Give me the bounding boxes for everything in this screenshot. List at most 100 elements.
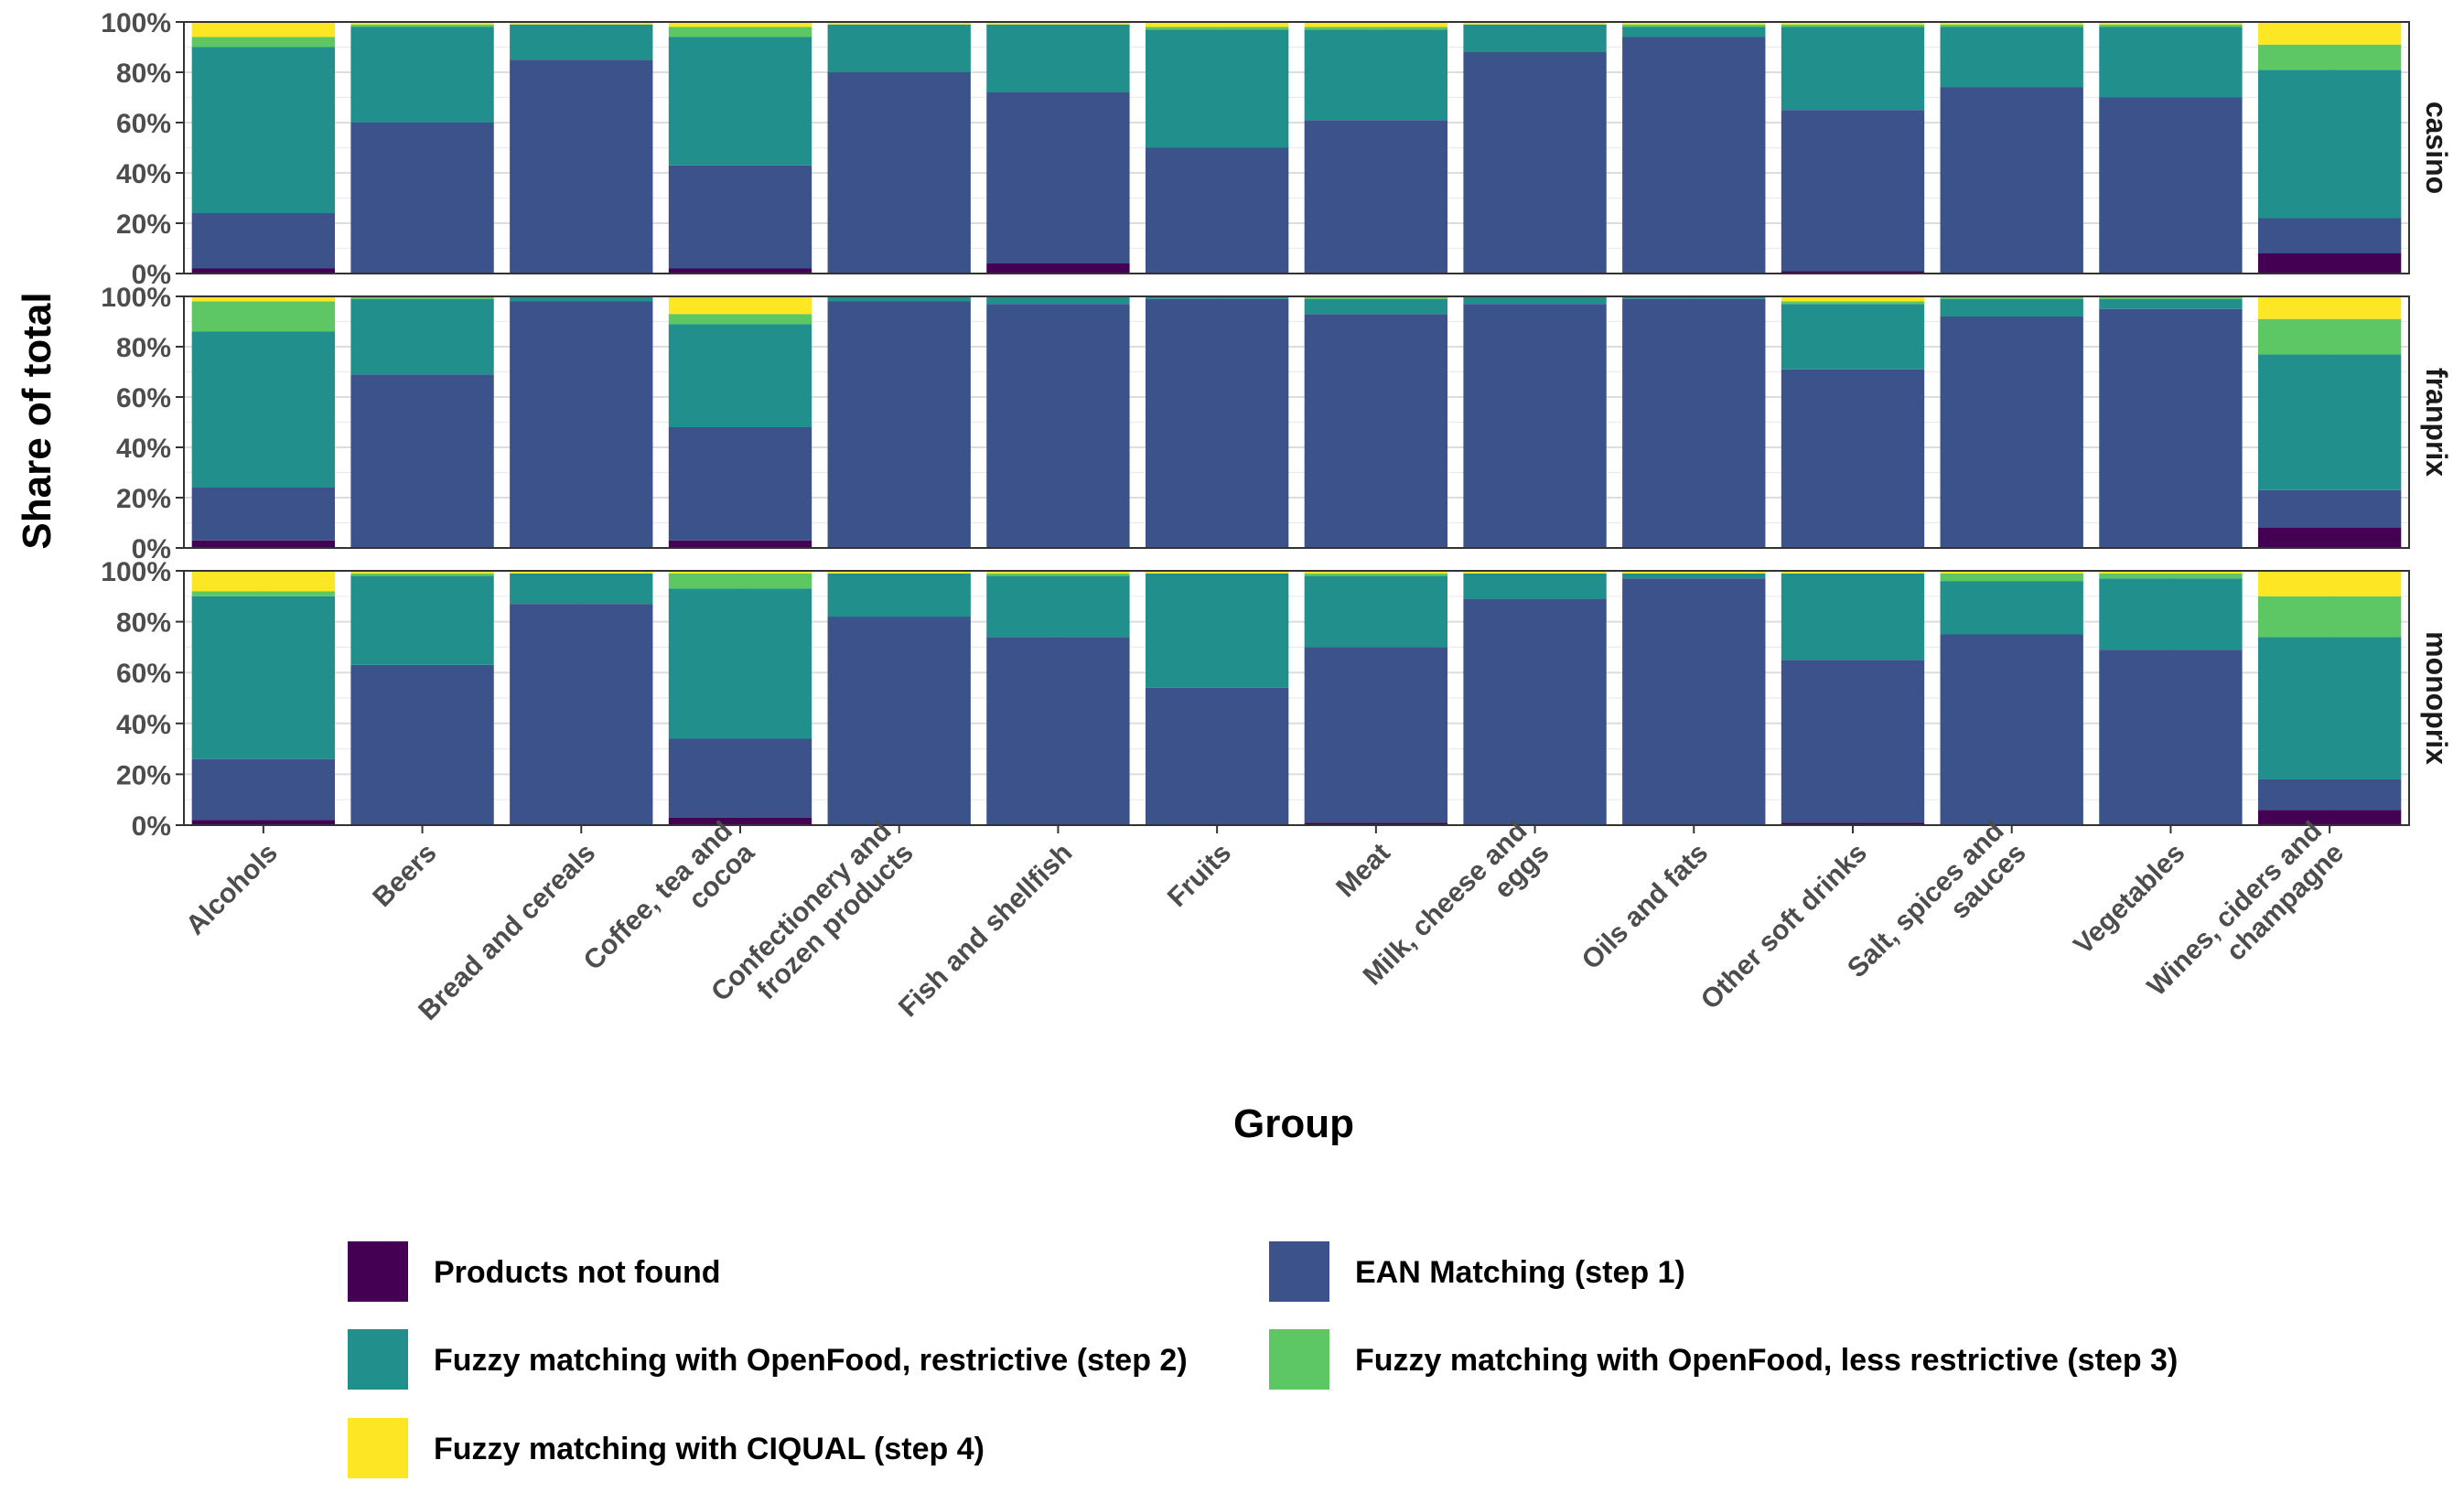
bar-segment-monoprix-beers-ean-matching-step-1 bbox=[350, 664, 494, 825]
bar-segment-monoprix-meat-fuzzy-matching-with-openfood-restrictive-step-2 bbox=[1304, 575, 1448, 648]
bar-segment-monoprix-fish-and-shellfish-fuzzy-matching-with-openfood-restrictive-step-2 bbox=[986, 575, 1130, 638]
bar-segment-monoprix-coffee-tea-and-cocoa-ean-matching-step-1 bbox=[668, 738, 812, 818]
bar-segment-monoprix-salt-spices-and-sauces-fuzzy-matching-with-openfood-restrictive-step-2 bbox=[1940, 581, 2083, 635]
bar-segment-casino-coffee-tea-and-cocoa-fuzzy-matching-with-openfood-less-restrictive-step-3 bbox=[668, 27, 812, 38]
bar-segment-monoprix-coffee-tea-and-cocoa-fuzzy-matching-with-openfood-less-restrictive-step-3 bbox=[668, 573, 812, 589]
bar-segment-monoprix-confectionery-and-frozen-products-ean-matching-step-1 bbox=[827, 617, 971, 825]
bar-segment-monoprix-wines-ciders-and-champagne-ean-matching-step-1 bbox=[2257, 778, 2402, 811]
bar-segment-monoprix-meat-ean-matching-step-1 bbox=[1304, 647, 1448, 823]
bar-segment-monoprix-meat-fuzzy-matching-with-ciqual-step-4 bbox=[1304, 571, 1448, 574]
x-tick-label-fish-and-shellfish: Fish and shellfish bbox=[893, 838, 1078, 1023]
bar-segment-casino-fish-and-shellfish-products-not-found bbox=[986, 263, 1130, 274]
x-tick-label-other-soft-drinks: Other soft drinks bbox=[1695, 838, 1873, 1015]
bar-segment-casino-beers-fuzzy-matching-with-openfood-less-restrictive-step-3 bbox=[350, 24, 494, 27]
legend-label: EAN Matching (step 1) bbox=[1355, 1255, 1685, 1290]
legend-label: Fuzzy matching with OpenFood, restrictiv… bbox=[434, 1343, 1188, 1378]
bar-segment-monoprix-alcohols-fuzzy-matching-with-openfood-less-restrictive-step-3 bbox=[191, 591, 336, 596]
y-tick-label: 0% bbox=[132, 811, 171, 842]
bar-segment-casino-beers-ean-matching-step-1 bbox=[350, 123, 494, 274]
y-tick-label: 0% bbox=[132, 534, 171, 564]
bar-segment-casino-meat-fuzzy-matching-with-openfood-restrictive-step-2 bbox=[1304, 29, 1448, 121]
panel-border bbox=[183, 570, 2410, 826]
x-tick-label-beers: Beers bbox=[367, 838, 442, 913]
x-axis-title: Group bbox=[1233, 1101, 1354, 1146]
bar-segment-casino-salt-spices-and-sauces-ean-matching-step-1 bbox=[1940, 87, 2083, 274]
bar-segment-franprix-confectionery-and-frozen-products-ean-matching-step-1 bbox=[827, 301, 971, 548]
bar-segment-franprix-beers-fuzzy-matching-with-openfood-less-restrictive-step-3 bbox=[350, 296, 494, 299]
bar-segment-casino-confectionery-and-frozen-products-fuzzy-matching-with-openfood-restrictive-step-2 bbox=[827, 24, 971, 72]
bar-segment-franprix-wines-ciders-and-champagne-fuzzy-matching-with-ciqual-step-4 bbox=[2257, 296, 2402, 319]
legend-item-fuzzy-matching-with-ciqual-step-4: Fuzzy matching with CIQUAL (step 4) bbox=[348, 1418, 985, 1478]
bar-segment-monoprix-wines-ciders-and-champagne-products-not-found bbox=[2257, 810, 2402, 825]
bar-segment-casino-salt-spices-and-sauces-fuzzy-matching-with-openfood-less-restrictive-step-3 bbox=[1940, 24, 2083, 27]
bar-segment-monoprix-salt-spices-and-sauces-fuzzy-matching-with-openfood-less-restrictive-step-3 bbox=[1940, 573, 2083, 582]
y-tick-label: 100% bbox=[101, 557, 171, 587]
y-tick-label: 100% bbox=[101, 283, 171, 313]
y-tick-label: 80% bbox=[116, 59, 171, 89]
bar-segment-franprix-alcohols-fuzzy-matching-with-openfood-less-restrictive-step-3 bbox=[191, 301, 336, 332]
bar-segment-franprix-coffee-tea-and-cocoa-fuzzy-matching-with-openfood-restrictive-step-2 bbox=[668, 324, 812, 427]
bar-segment-casino-alcohols-products-not-found bbox=[191, 268, 336, 274]
bar-segment-casino-oils-and-fats-fuzzy-matching-with-openfood-restrictive-step-2 bbox=[1622, 27, 1766, 38]
bar-segment-casino-wines-ciders-and-champagne-fuzzy-matching-with-ciqual-step-4 bbox=[2257, 22, 2402, 45]
bar-segment-casino-meat-fuzzy-matching-with-openfood-less-restrictive-step-3 bbox=[1304, 27, 1448, 30]
legend-swatch bbox=[348, 1241, 408, 1302]
bar-segment-casino-vegetables-fuzzy-matching-with-openfood-less-restrictive-step-3 bbox=[2099, 24, 2243, 27]
bar-segment-franprix-fruits-fuzzy-matching-with-openfood-restrictive-step-2 bbox=[1145, 296, 1289, 299]
y-tick-label: 40% bbox=[116, 434, 171, 464]
panel-monoprix: 0% 20% 40% 60% 80% 100% monoprix bbox=[101, 557, 2453, 842]
bar-segment-franprix-alcohols-products-not-found bbox=[191, 540, 336, 548]
bar-segment-monoprix-oils-and-fats-ean-matching-step-1 bbox=[1622, 578, 1766, 825]
bar-segment-franprix-coffee-tea-and-cocoa-products-not-found bbox=[668, 540, 812, 548]
bar-segment-casino-oils-and-fats-fuzzy-matching-with-ciqual-step-4 bbox=[1622, 22, 1766, 25]
bar-segment-casino-salt-spices-and-sauces-fuzzy-matching-with-openfood-restrictive-step-2 bbox=[1940, 27, 2083, 88]
bar-segment-monoprix-milk-cheese-and-eggs-fuzzy-matching-with-ciqual-step-4 bbox=[1463, 571, 1607, 574]
bar-segment-franprix-meat-fuzzy-matching-with-openfood-restrictive-step-2 bbox=[1304, 298, 1448, 315]
bar-segment-franprix-alcohols-ean-matching-step-1 bbox=[191, 488, 336, 541]
bar-segment-franprix-other-soft-drinks-ean-matching-step-1 bbox=[1781, 369, 1925, 548]
bar-segment-monoprix-milk-cheese-and-eggs-ean-matching-step-1 bbox=[1463, 598, 1607, 825]
bar-segment-casino-salt-spices-and-sauces-fuzzy-matching-with-ciqual-step-4 bbox=[1940, 22, 2083, 25]
x-tick-label-alcohols: Alcohols bbox=[180, 838, 284, 941]
bar-segment-franprix-alcohols-fuzzy-matching-with-openfood-restrictive-step-2 bbox=[191, 331, 336, 488]
bar-segment-casino-alcohols-fuzzy-matching-with-ciqual-step-4 bbox=[191, 22, 336, 38]
bar-segment-casino-bread-and-cereals-ean-matching-step-1 bbox=[510, 59, 653, 274]
bar-segment-casino-other-soft-drinks-fuzzy-matching-with-openfood-less-restrictive-step-3 bbox=[1781, 24, 1925, 27]
bar-segment-franprix-other-soft-drinks-fuzzy-matching-with-openfood-restrictive-step-2 bbox=[1781, 304, 1925, 370]
bar-segment-casino-coffee-tea-and-cocoa-fuzzy-matching-with-ciqual-step-4 bbox=[668, 22, 812, 27]
bar-segment-monoprix-milk-cheese-and-eggs-fuzzy-matching-with-openfood-restrictive-step-2 bbox=[1463, 573, 1607, 599]
bar-segment-casino-bread-and-cereals-fuzzy-matching-with-openfood-restrictive-step-2 bbox=[510, 24, 653, 60]
y-tick-label: 100% bbox=[101, 8, 171, 38]
legend: Products not found EAN Matching (step 1) F… bbox=[348, 1241, 2178, 1478]
bar-segment-franprix-vegetables-fuzzy-matching-with-openfood-less-restrictive-step-3 bbox=[2099, 296, 2243, 299]
bar-segment-monoprix-bread-and-cereals-fuzzy-matching-with-ciqual-step-4 bbox=[510, 571, 653, 574]
x-tick-label-salt-spices-and-sauces: Salt, spices andsauces bbox=[1842, 816, 2032, 1006]
bar-segment-monoprix-fish-and-shellfish-ean-matching-step-1 bbox=[986, 637, 1130, 825]
panel-franprix: 0% 20% 40% 60% 80% 100% franprix bbox=[101, 283, 2453, 564]
bar-segment-casino-wines-ciders-and-champagne-fuzzy-matching-with-openfood-less-restrictive-step-3 bbox=[2257, 44, 2402, 70]
bar-segment-franprix-other-soft-drinks-fuzzy-matching-with-openfood-less-restrictive-step-3 bbox=[1781, 301, 1925, 305]
legend-item-products-not-found: Products not found bbox=[348, 1241, 721, 1302]
bar-segment-monoprix-salt-spices-and-sauces-fuzzy-matching-with-ciqual-step-4 bbox=[1940, 571, 2083, 574]
bar-segment-monoprix-bread-and-cereals-ean-matching-step-1 bbox=[510, 604, 653, 825]
bar-segment-franprix-wines-ciders-and-champagne-ean-matching-step-1 bbox=[2257, 489, 2402, 528]
bar-segment-monoprix-salt-spices-and-sauces-ean-matching-step-1 bbox=[1940, 634, 2083, 825]
bar-segment-casino-meat-ean-matching-step-1 bbox=[1304, 120, 1448, 274]
bar-segment-franprix-confectionery-and-frozen-products-fuzzy-matching-with-openfood-restrictive-step-2 bbox=[827, 296, 971, 302]
bar-segment-franprix-other-soft-drinks-fuzzy-matching-with-ciqual-step-4 bbox=[1781, 296, 1925, 302]
bar-segment-franprix-oils-and-fats-ean-matching-step-1 bbox=[1622, 298, 1766, 548]
bar-segment-franprix-coffee-tea-and-cocoa-fuzzy-matching-with-openfood-less-restrictive-step-3 bbox=[668, 314, 812, 325]
bar-segment-franprix-bread-and-cereals-fuzzy-matching-with-openfood-restrictive-step-2 bbox=[510, 296, 653, 302]
bar-segment-casino-fruits-fuzzy-matching-with-ciqual-step-4 bbox=[1145, 22, 1289, 27]
y-tick-label: 40% bbox=[116, 710, 171, 740]
bar-segment-monoprix-bread-and-cereals-fuzzy-matching-with-openfood-restrictive-step-2 bbox=[510, 573, 653, 605]
bar-segment-casino-vegetables-ean-matching-step-1 bbox=[2099, 97, 2243, 274]
bar-segment-casino-coffee-tea-and-cocoa-products-not-found bbox=[668, 268, 812, 274]
x-tick-label-vegetables: Vegetables bbox=[2068, 838, 2190, 961]
y-tick-label: 20% bbox=[116, 760, 171, 790]
bar-segment-monoprix-meat-fuzzy-matching-with-openfood-less-restrictive-step-3 bbox=[1304, 573, 1448, 576]
legend-item-fuzzy-matching-with-openfood-less-restrictive-step-3: Fuzzy matching with OpenFood, less restr… bbox=[1269, 1329, 2178, 1390]
bar-segment-casino-fish-and-shellfish-ean-matching-step-1 bbox=[986, 92, 1130, 263]
y-tick-label: 20% bbox=[116, 484, 171, 514]
